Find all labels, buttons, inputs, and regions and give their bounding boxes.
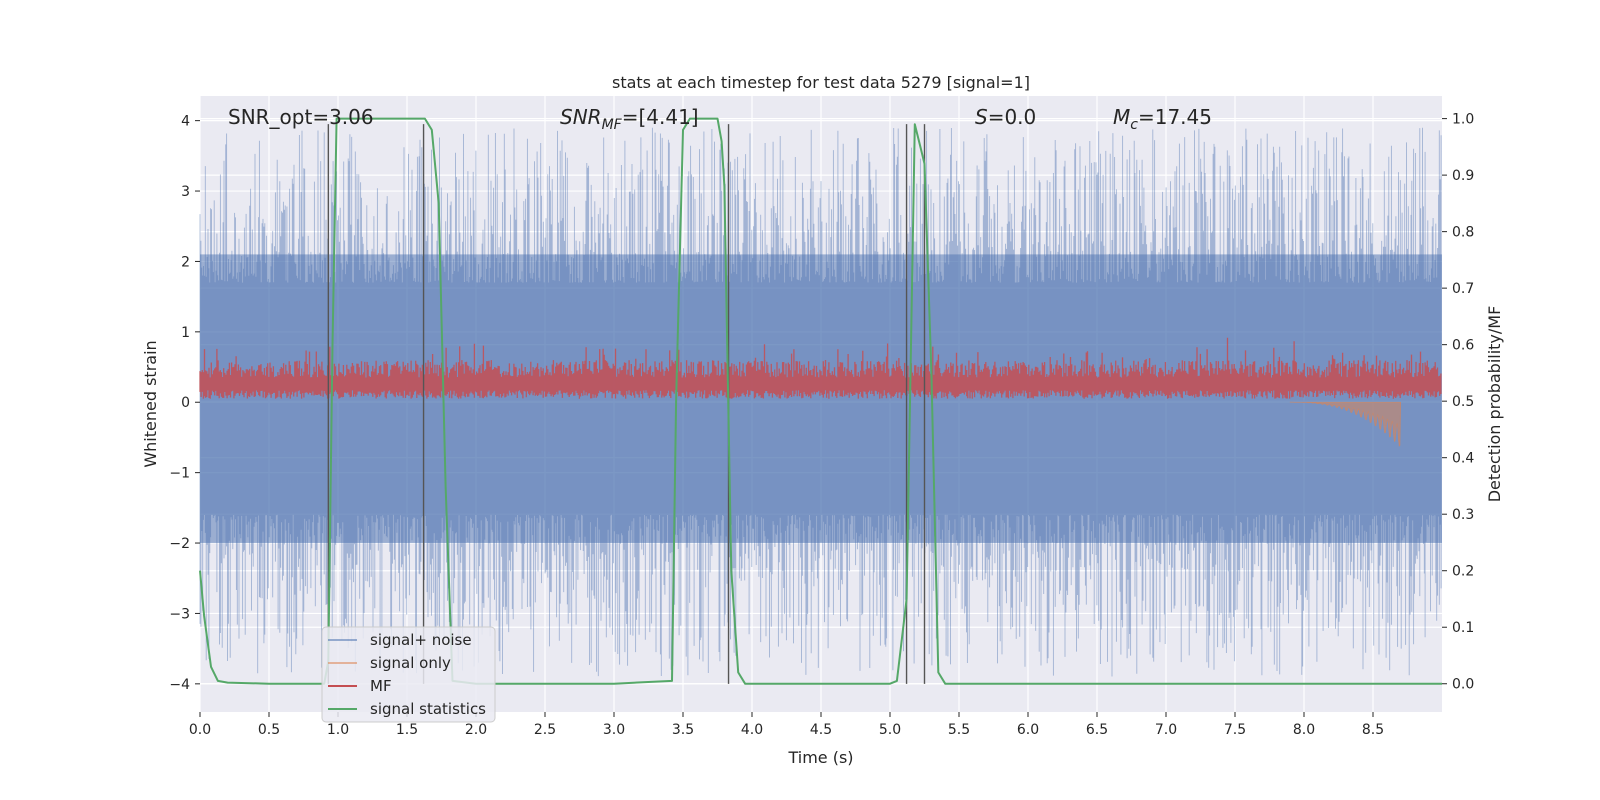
y-left-tick-label-4: 0 xyxy=(181,395,190,411)
y-right-axis-label: Detection probability/MF xyxy=(1485,306,1504,503)
legend-box xyxy=(321,626,496,723)
x-axis-label: Time (s) xyxy=(787,748,853,767)
x-tick-label-13: 6.5 xyxy=(1086,722,1108,738)
y-right-tick-label-10: 1.0 xyxy=(1452,112,1474,128)
noise-band xyxy=(200,254,1442,544)
x-tick-label-2: 1.0 xyxy=(327,722,349,738)
y-left-tick-label-0: −4 xyxy=(169,677,190,693)
y-left-tick-label-3: −1 xyxy=(169,466,190,482)
snr-mf-symbol: SNR xyxy=(560,105,602,129)
x-tick-label-15: 7.5 xyxy=(1224,722,1246,738)
legend: signal+ noise signal only MF signal stat… xyxy=(321,626,496,723)
x-tick-label-1: 0.5 xyxy=(258,722,280,738)
legend-label-noise: signal+ noise xyxy=(370,631,472,649)
x-tick-label-11: 5.5 xyxy=(948,722,970,738)
x-tick-label-9: 4.5 xyxy=(810,722,832,738)
signal-only-series xyxy=(1289,401,1402,447)
mf-series xyxy=(199,337,1442,399)
s-symbol: S xyxy=(975,105,988,129)
annotation-s: S=0.0 xyxy=(975,105,1036,129)
x-tick-label-8: 4.0 xyxy=(741,722,763,738)
snr-mf-value: =[4.41] xyxy=(622,105,699,129)
y-right-tick-label-7: 0.7 xyxy=(1452,281,1474,297)
annotation-mc: Mc=17.45 xyxy=(1113,105,1212,133)
annotation-snr-mf: SNRMF=[4.41] xyxy=(560,105,699,133)
y-right-tick-label-3: 0.3 xyxy=(1452,507,1474,523)
y-right-tick-label-6: 0.6 xyxy=(1452,338,1474,354)
x-tick-label-16: 8.0 xyxy=(1293,722,1315,738)
signal-statistics-series xyxy=(199,117,1442,685)
x-tick-label-14: 7.0 xyxy=(1155,722,1177,738)
y-left-axis-ticks: −4 −3 −2 −1 0 1 2 3 4 xyxy=(169,114,200,693)
y-right-tick-label-2: 0.2 xyxy=(1452,564,1474,580)
x-tick-label-17: 8.5 xyxy=(1362,722,1384,738)
x-tick-label-7: 3.5 xyxy=(672,722,694,738)
x-tick-label-6: 3.0 xyxy=(603,722,625,738)
signal-statistics-line xyxy=(199,117,1442,685)
s-value: =0.0 xyxy=(988,105,1037,129)
x-tick-label-0: 0.0 xyxy=(189,722,211,738)
y-right-axis-ticks: 0.0 0.1 0.2 0.3 0.4 0.5 0.6 0.7 0.8 0.9 1.0 xyxy=(1442,112,1474,693)
y-left-tick-label-2: −2 xyxy=(169,536,190,552)
y-left-tick-label-8: 4 xyxy=(181,114,190,130)
annotation-snr-opt: SNR_opt=3.06 xyxy=(228,105,374,129)
y-right-tick-label-1: 0.1 xyxy=(1452,620,1474,636)
x-axis-ticks: 0.0 0.5 1.0 1.5 2.0 2.5 3.0 3.5 4.0 4.5 5.0 5.5 6.0 6… xyxy=(189,712,1384,738)
x-tick-label-12: 6.0 xyxy=(1017,722,1039,738)
y-right-tick-label-4: 0.4 xyxy=(1452,451,1474,467)
chart-title: stats at each timestep for test data 527… xyxy=(612,73,1030,92)
x-tick-label-3: 1.5 xyxy=(396,722,418,738)
x-tick-label-10: 5.0 xyxy=(879,722,901,738)
mf-trace xyxy=(199,337,1442,399)
y-left-tick-label-1: −3 xyxy=(169,606,190,622)
y-left-tick-label-5: 1 xyxy=(181,325,190,341)
y-right-tick-label-0: 0.0 xyxy=(1452,677,1474,693)
y-right-tick-label-5: 0.5 xyxy=(1452,394,1474,410)
snr-mf-subscript: MF xyxy=(602,117,623,133)
legend-label-mf: MF xyxy=(370,677,392,695)
signal-only-chirp xyxy=(1289,401,1402,447)
y-left-tick-label-7: 3 xyxy=(181,184,190,200)
mc-symbol: M xyxy=(1113,105,1130,129)
y-right-tick-label-8: 0.8 xyxy=(1452,225,1474,241)
y-left-tick-label-6: 2 xyxy=(181,254,190,270)
x-tick-label-5: 2.5 xyxy=(534,722,556,738)
y-left-axis-label: Whitened strain xyxy=(141,340,160,467)
mc-subscript: c xyxy=(1130,117,1138,133)
x-tick-label-4: 2.0 xyxy=(465,722,487,738)
noise-spikes xyxy=(199,127,1442,677)
signal-noise-series xyxy=(199,127,1442,677)
legend-label-signal-only: signal only xyxy=(370,654,451,672)
legend-label-signal-statistics: signal statistics xyxy=(370,700,486,718)
y-right-tick-label-9: 0.9 xyxy=(1452,168,1474,184)
mc-value: =17.45 xyxy=(1138,105,1212,129)
